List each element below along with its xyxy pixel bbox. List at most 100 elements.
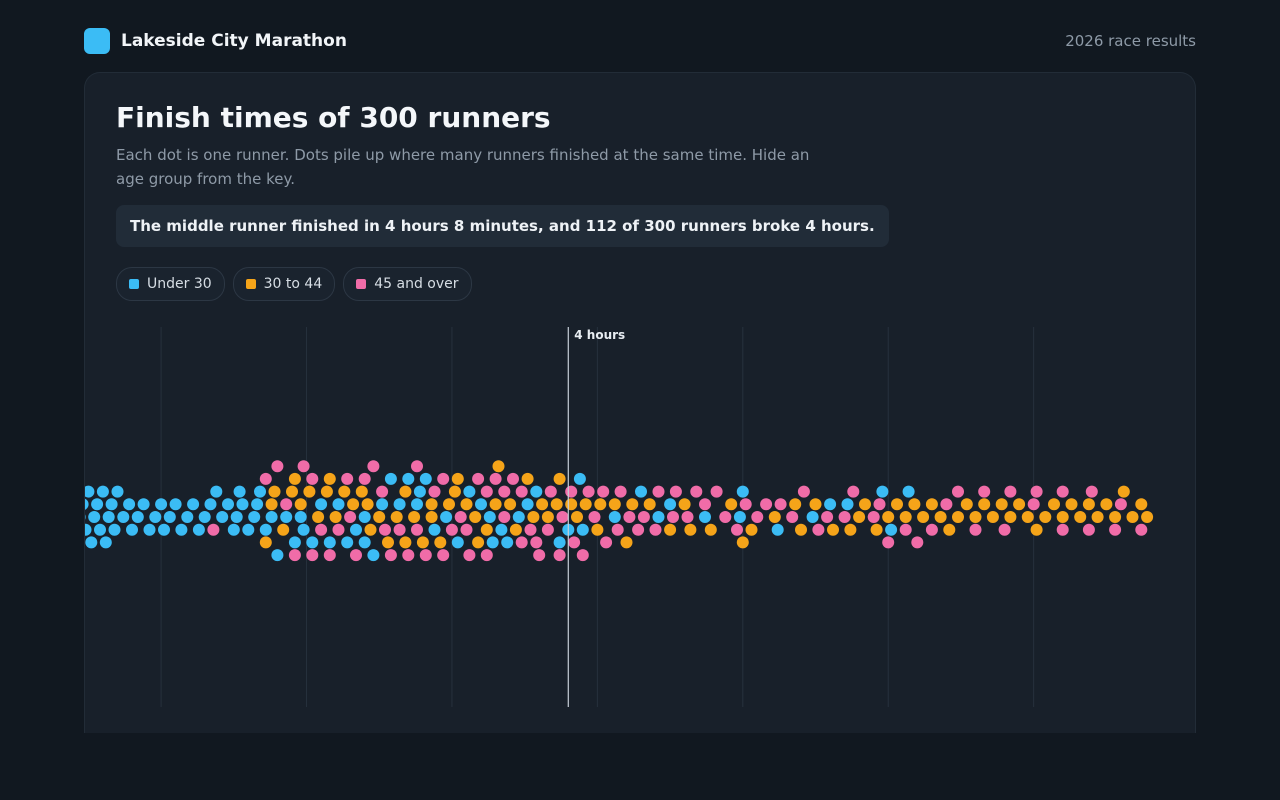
runner-dot <box>1056 511 1069 523</box>
runner-dot <box>678 498 691 511</box>
runner-dot <box>515 536 528 549</box>
runner-dot <box>332 523 345 536</box>
runner-dot <box>358 511 371 523</box>
runner-dot <box>751 511 764 523</box>
runner-dot <box>294 511 307 523</box>
runner-dot <box>355 485 368 498</box>
runner-dot <box>341 536 354 549</box>
runner-dot <box>451 472 464 485</box>
runner-dot <box>463 549 476 562</box>
legend-swatch <box>129 279 139 289</box>
runner-dot <box>969 511 982 523</box>
runner-dot <box>495 523 508 536</box>
runner-dot <box>1135 523 1148 536</box>
runner-dot <box>736 536 749 549</box>
runner-dot <box>251 498 264 511</box>
runner-dot <box>91 498 104 511</box>
runner-dot <box>155 498 168 511</box>
runner-dot <box>297 523 310 536</box>
runner-dot <box>460 523 473 536</box>
runner-dot <box>480 485 493 498</box>
legend-chip-under-30[interactable]: Under 30 <box>116 267 225 301</box>
runner-dot <box>216 511 229 523</box>
runner-dot <box>733 511 746 523</box>
runner-dot <box>367 460 380 473</box>
four-hour-label: 4 hours <box>574 328 625 342</box>
runner-dot <box>859 498 871 511</box>
runner-dot <box>952 511 964 523</box>
runner-dot <box>402 549 415 562</box>
runner-dot <box>1048 498 1060 511</box>
runner-dot <box>530 485 543 498</box>
runner-dot <box>204 498 217 511</box>
brand-name: Lakeside City Marathon <box>121 31 347 51</box>
runner-dot <box>320 485 333 498</box>
runner-dot <box>402 472 415 485</box>
runner-dot <box>158 523 170 536</box>
runner-dot <box>507 472 519 485</box>
runner-dot <box>541 523 554 536</box>
runner-dot <box>565 485 578 498</box>
runner-dot <box>626 498 639 511</box>
runner-dot <box>736 485 749 498</box>
runner-dot <box>541 511 554 523</box>
runner-dot <box>306 472 319 485</box>
runner-dot <box>271 460 284 473</box>
legend-swatch <box>356 279 367 289</box>
runner-dot <box>425 498 438 511</box>
runner-dot <box>544 485 557 498</box>
runner-dot <box>271 549 284 562</box>
runner-dot <box>1141 511 1154 523</box>
runner-dot <box>131 511 144 523</box>
runner-dot <box>509 523 522 536</box>
runner-dot <box>745 523 758 536</box>
runner-dot <box>512 511 525 523</box>
runner-dot <box>684 523 697 536</box>
runner-dot <box>428 523 441 536</box>
runner-dot <box>844 523 857 536</box>
legend-chip-45-and-over[interactable]: 45 and over <box>343 267 472 301</box>
results-label: 2026 race results <box>1065 32 1196 50</box>
runner-dot <box>1030 485 1043 498</box>
runner-dot <box>259 523 272 536</box>
legend-chip-30-to-44[interactable]: 30 to 44 <box>232 267 336 301</box>
runner-dot <box>925 498 938 511</box>
runner-dot <box>376 485 389 498</box>
legend-label: 45 and over <box>374 276 459 292</box>
runner-dot <box>771 523 784 536</box>
runner-dot <box>623 511 636 523</box>
runner-dot <box>652 485 665 498</box>
runner-dot <box>600 536 613 549</box>
runner-dot <box>853 511 866 523</box>
runner-dot <box>338 485 351 498</box>
runner-dot <box>576 549 589 562</box>
runner-dot <box>399 485 412 498</box>
runner-dot <box>259 536 272 549</box>
runner-dot <box>556 511 569 523</box>
beeswarm-plot: 4 hours <box>85 327 1154 707</box>
runner-dot <box>579 498 592 511</box>
runner-dot <box>149 511 162 523</box>
runner-dot <box>649 523 662 536</box>
runner-dot <box>643 498 656 511</box>
runner-dot <box>143 523 156 536</box>
runner-dot <box>315 523 328 536</box>
runner-dot <box>332 498 345 511</box>
runner-dot <box>795 523 807 536</box>
runner-dot <box>192 523 205 536</box>
runner-dot <box>978 485 991 498</box>
runner-dot <box>1021 511 1034 523</box>
runner-dot <box>230 511 243 523</box>
runner-dot <box>393 523 406 536</box>
runner-dot <box>806 511 819 523</box>
runner-dot <box>163 511 176 523</box>
runner-dot <box>393 498 406 511</box>
runner-dot <box>1100 498 1113 511</box>
runner-dot <box>576 523 589 536</box>
runner-dot <box>358 472 371 485</box>
runner-dot <box>306 536 319 549</box>
runner-dot <box>425 511 438 523</box>
runner-dot <box>428 485 441 498</box>
runner-dot <box>411 498 423 511</box>
runner-dot <box>608 511 621 523</box>
